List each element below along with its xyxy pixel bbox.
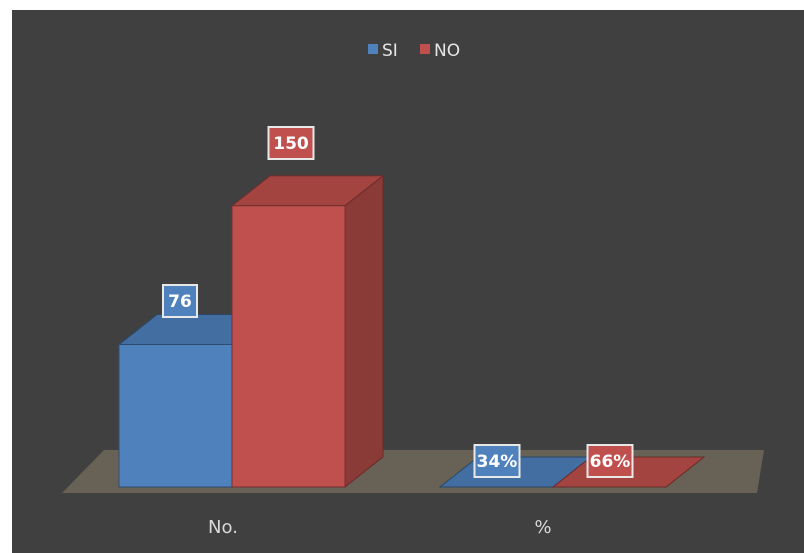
legend-item-no: NO bbox=[420, 41, 460, 61]
data-label-si-count: 76 bbox=[162, 284, 198, 318]
bar-chart: 76 150 34% 66% SI NO No.% bbox=[62, 41, 764, 538]
legend-item-si: SI bbox=[368, 41, 398, 61]
legend: SI NO bbox=[368, 41, 460, 61]
svg-text:SI: SI bbox=[382, 41, 398, 61]
category-label-0: No. bbox=[208, 517, 238, 538]
bar-no-count bbox=[230, 174, 385, 489]
svg-text:66%: 66% bbox=[590, 452, 631, 472]
data-label-no-percent: 66% bbox=[586, 444, 634, 478]
svg-text:150: 150 bbox=[273, 134, 309, 154]
data-label-si-percent: 34% bbox=[473, 444, 521, 478]
data-label-no-count: 150 bbox=[267, 126, 315, 160]
category-label-1: % bbox=[534, 517, 551, 538]
svg-text:76: 76 bbox=[168, 292, 192, 312]
chart-area: 76 150 34% 66% SI NO No.% bbox=[12, 10, 804, 553]
svg-text:34%: 34% bbox=[477, 452, 518, 472]
svg-text:NO: NO bbox=[434, 41, 460, 61]
category-axis: No.% bbox=[208, 517, 552, 538]
